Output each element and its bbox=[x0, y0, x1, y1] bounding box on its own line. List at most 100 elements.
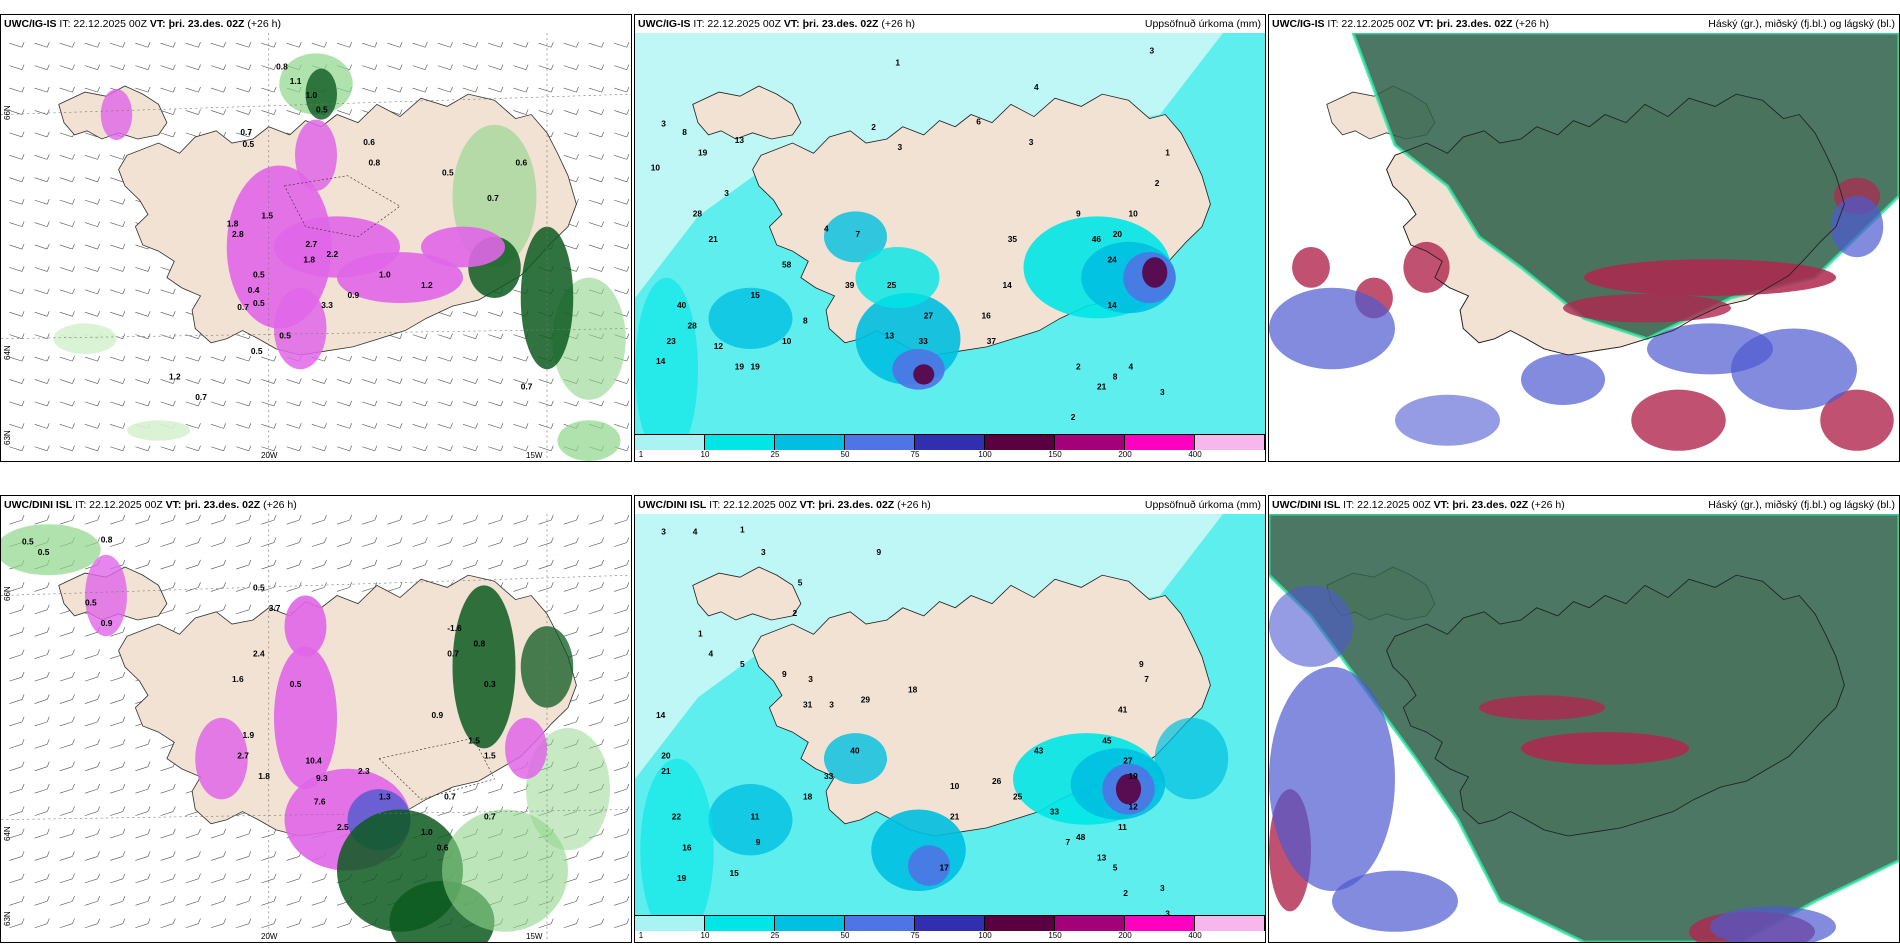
valid-time: þri. 23.des. 02Z bbox=[802, 18, 879, 30]
mid-cloud bbox=[1563, 293, 1731, 323]
value-label: 48 bbox=[1076, 833, 1086, 842]
colorbar-tick: 50 bbox=[840, 450, 850, 459]
value-label: 3 bbox=[1150, 46, 1155, 55]
value-label: 6 bbox=[976, 118, 981, 127]
colorbar-swatch bbox=[705, 916, 775, 931]
low-cloud bbox=[1269, 585, 1353, 667]
precip-area bbox=[824, 733, 887, 785]
value-label: 13 bbox=[735, 136, 745, 145]
coastline bbox=[1386, 93, 1845, 356]
map-area: 3 1 4 3 8 13 19 10 3 2 3 6 3 1 2 10 20 24 35 28 21 58 4 7 39 25 14… bbox=[635, 33, 1265, 461]
colorbar-swatch bbox=[775, 435, 845, 450]
mid-cloud bbox=[1403, 241, 1450, 293]
mid-cloud bbox=[1631, 389, 1726, 451]
colorbar-tick: 100 bbox=[978, 450, 992, 459]
snow-area bbox=[305, 68, 337, 120]
snow-area bbox=[505, 717, 547, 779]
value-label: 1.2 bbox=[169, 373, 181, 382]
map-panel-snow: UWC/IG-IS IT: 22.12.2025 00Z VT: þri. 23… bbox=[0, 14, 632, 462]
value-label: 9 bbox=[877, 548, 882, 557]
value-label: 4 bbox=[1034, 83, 1039, 92]
value-label: 3 bbox=[829, 701, 834, 710]
value-label: 1 bbox=[740, 525, 745, 534]
colorbar-tick: 50 bbox=[840, 931, 850, 940]
value-label: 7 bbox=[1144, 675, 1149, 684]
value-label: 2.8 bbox=[232, 230, 244, 239]
value-label: 1 bbox=[1165, 148, 1170, 157]
value-label: 26 bbox=[992, 777, 1002, 786]
colorbar-swatch bbox=[985, 916, 1055, 931]
value-label: 2.2 bbox=[327, 250, 339, 259]
low-cloud bbox=[1731, 328, 1857, 411]
colorbar-tick: 75 bbox=[910, 450, 920, 459]
value-label: 25 bbox=[1013, 792, 1023, 801]
value-label: 1.3 bbox=[379, 792, 391, 801]
value-label: 4 bbox=[1129, 362, 1134, 371]
snow-area bbox=[53, 323, 117, 354]
hatched-area bbox=[284, 175, 401, 238]
init-time: IT: 22.12.2025 00Z bbox=[1327, 18, 1415, 30]
snow-area bbox=[337, 252, 463, 304]
value-label: 0.5 bbox=[290, 680, 302, 689]
map-panel-precip: UWC/IG-IS IT: 22.12.2025 00Z VT: þri. 23… bbox=[634, 14, 1266, 462]
lead-time: (+26 h) bbox=[1515, 18, 1549, 30]
value-label: 1.5 bbox=[484, 752, 496, 761]
value-label: 29 bbox=[861, 696, 871, 705]
value-label: 0.7 bbox=[484, 813, 496, 822]
map-panel-precip: UWC/DINI ISL IT: 22.12.2025 00Z VT: þri.… bbox=[634, 495, 1266, 943]
value-label: 0.5 bbox=[38, 548, 50, 557]
lead-time: (+26 h) bbox=[1531, 499, 1565, 511]
map-area: 0.8 1.1 1.0 0.5 0.7 0.5 0.6 0.8 0.5 0.6 0.7 1.8 2.8 1… bbox=[1, 33, 631, 461]
value-label: 40 bbox=[850, 747, 860, 756]
map-area bbox=[1269, 33, 1899, 461]
snow-area bbox=[274, 646, 337, 790]
value-label: 15 bbox=[730, 869, 740, 878]
value-label: 33 bbox=[824, 772, 834, 781]
init-time: IT: 22.12.2025 00Z bbox=[693, 18, 781, 30]
colorbar-swatch bbox=[1195, 435, 1265, 450]
value-label: 3 bbox=[1160, 388, 1165, 397]
value-label: 4 bbox=[709, 650, 714, 659]
value-label: 3 bbox=[1165, 910, 1170, 919]
colorbar-tick: 75 bbox=[910, 931, 920, 940]
value-label: 3 bbox=[661, 527, 666, 536]
valid-prefix: VT: bbox=[165, 499, 182, 511]
colorbar-tick: 1 bbox=[638, 931, 644, 940]
colorbar-tick: 10 bbox=[700, 450, 710, 459]
value-label: 0.8 bbox=[276, 63, 288, 72]
model-name: UWC/IG-IS bbox=[638, 18, 691, 30]
value-label: 1.5 bbox=[261, 212, 273, 221]
value-label: 10 bbox=[1129, 210, 1139, 219]
parallel bbox=[1, 574, 631, 596]
model-name: UWC/IG-IS bbox=[4, 18, 57, 30]
value-label: 28 bbox=[688, 322, 698, 331]
value-label: 0.7 bbox=[237, 303, 249, 312]
colorbar-swatch bbox=[845, 916, 915, 931]
colorbar-swatch bbox=[705, 435, 775, 450]
precip-area bbox=[913, 364, 935, 385]
value-label: 7.6 bbox=[314, 798, 326, 807]
value-label: 2 bbox=[1071, 413, 1076, 422]
colorbar-tick: 400 bbox=[1188, 450, 1202, 459]
init-time: IT: 22.12.2025 00Z bbox=[75, 499, 163, 511]
value-label: 13 bbox=[1097, 854, 1107, 863]
value-label: 2 bbox=[1155, 179, 1160, 188]
colorbar-tick: 400 bbox=[1188, 931, 1202, 940]
value-label: 0.7 bbox=[240, 128, 252, 137]
value-label: 2.4 bbox=[253, 650, 265, 659]
value-label: 2 bbox=[793, 609, 798, 618]
westfjords-land bbox=[692, 85, 802, 140]
latitude-label: 66N bbox=[3, 105, 12, 120]
value-label: 19 bbox=[1129, 772, 1139, 781]
precip-area bbox=[1142, 257, 1168, 288]
map-panel-cloud: UWC/IG-IS IT: 22.12.2025 00Z VT: þri. 23… bbox=[1268, 14, 1900, 462]
value-label: 11 bbox=[751, 813, 760, 822]
snow-area bbox=[127, 420, 190, 441]
value-label: 0.9 bbox=[101, 619, 113, 628]
colorbar-tick: 150 bbox=[1048, 450, 1062, 459]
value-label: 23 bbox=[667, 337, 677, 346]
parallel bbox=[1, 328, 631, 340]
value-label: 11 bbox=[1118, 823, 1127, 832]
low-cloud bbox=[1269, 666, 1395, 892]
map-svg bbox=[1269, 33, 1899, 461]
